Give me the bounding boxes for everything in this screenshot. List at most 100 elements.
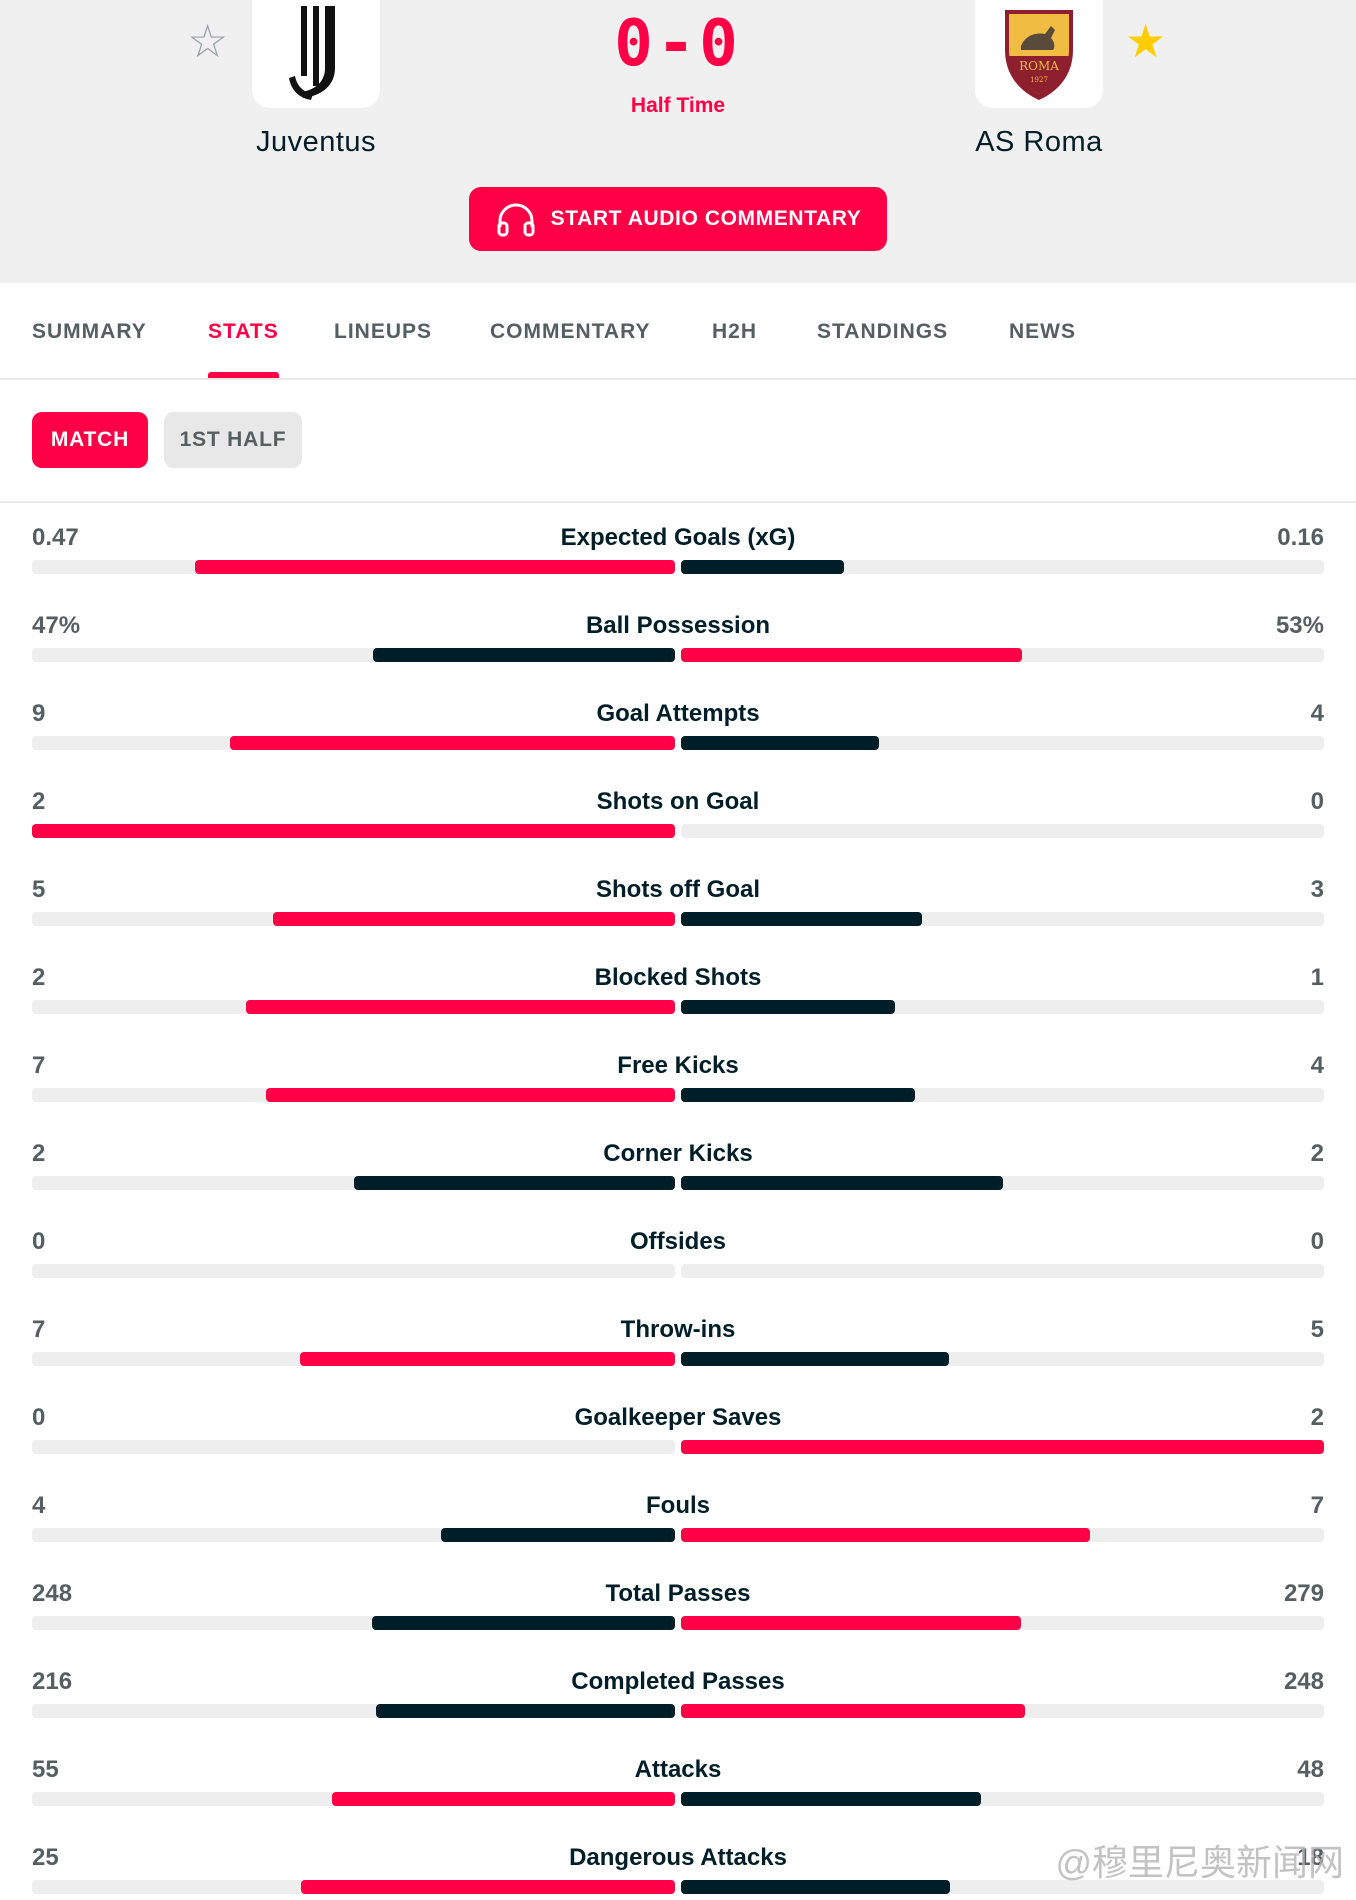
stat-home-track — [32, 1000, 675, 1014]
stat-home-bar — [229, 736, 675, 750]
stat-home-track — [32, 1352, 675, 1366]
favorite-away-star-icon[interactable]: ★ — [1125, 15, 1167, 67]
stat-away-bar — [681, 1088, 915, 1102]
stat-away-track — [681, 560, 1324, 574]
stat-home-bar — [299, 1352, 675, 1366]
tab-lineups[interactable]: LINEUPS — [334, 320, 433, 343]
stat-away-bar — [681, 648, 1022, 662]
stat-away-track — [681, 1176, 1324, 1190]
start-audio-commentary-button[interactable]: START AUDIO COMMENTARY — [469, 187, 887, 251]
stat-away-value: 1 — [1310, 964, 1324, 991]
stat-home-value: 0 — [32, 1228, 46, 1255]
stat-home-track — [32, 1880, 675, 1894]
away-team-name: AS Roma — [975, 126, 1103, 158]
stat-home-bar — [375, 1704, 675, 1718]
stat-home-track — [32, 1088, 675, 1102]
stat-away-value: 4 — [1310, 700, 1324, 727]
stat-away-track — [681, 1352, 1324, 1366]
stat-home-value: 55 — [32, 1756, 59, 1783]
stat-away-track — [681, 912, 1324, 926]
stat-row: 2 Shots on Goal 0 — [32, 769, 1324, 857]
stat-home-bar — [32, 824, 675, 838]
stat-home-bar — [246, 1000, 675, 1014]
stat-home-track — [32, 648, 675, 662]
tab-h2h[interactable]: H2H — [712, 320, 758, 343]
tab-commentary[interactable]: COMMENTARY — [490, 320, 651, 343]
stat-name: Attacks — [634, 1756, 722, 1783]
stat-away-value: 2 — [1310, 1140, 1324, 1167]
tab-summary[interactable]: SUMMARY — [32, 320, 147, 343]
tab-stats[interactable]: STATS — [208, 283, 279, 378]
subtab-match[interactable]: MATCH — [32, 412, 148, 468]
tab-standings[interactable]: STANDINGS — [817, 320, 949, 343]
stat-row: 9 Goal Attempts 4 — [32, 681, 1324, 769]
stat-row: 0 Offsides 0 — [32, 1209, 1324, 1297]
stat-away-value: 279 — [1283, 1580, 1324, 1607]
stat-away-track — [681, 1440, 1324, 1454]
juventus-logo-icon — [289, 6, 335, 100]
stat-name: Total Passes — [605, 1580, 751, 1607]
stat-name: Ball Possession — [585, 612, 771, 639]
stat-name: Goalkeeper Saves — [574, 1404, 782, 1431]
stat-home-value: 47% — [32, 612, 81, 639]
stat-home-value: 2 — [32, 788, 46, 815]
tab-news[interactable]: NEWS — [1009, 320, 1076, 343]
as-roma-crest-icon: ROMA 1927 — [1005, 10, 1073, 100]
stat-home-track — [32, 912, 675, 926]
stat-away-track — [681, 1088, 1324, 1102]
stat-away-track — [681, 1880, 1324, 1894]
stat-home-bar — [372, 1616, 675, 1630]
stat-away-bar — [681, 1704, 1025, 1718]
stat-home-value: 248 — [32, 1580, 73, 1607]
stat-home-track — [32, 1792, 675, 1806]
stats-list: 0.47 Expected Goals (xG) 0.16 47% Ball Posse… — [32, 505, 1324, 1900]
stat-away-track — [681, 824, 1324, 838]
stat-home-value: 7 — [32, 1316, 46, 1343]
stat-home-value: 9 — [32, 700, 46, 727]
home-team[interactable]: Juventus — [196, 0, 436, 159]
match-tabs: SUMMARY STATS LINEUPS COMMENTARY H2H STA… — [0, 283, 1356, 380]
stat-home-value: 5 — [32, 876, 46, 903]
match-status: Half Time — [630, 94, 726, 117]
stat-home-bar — [372, 648, 675, 662]
stat-away-bar — [681, 1528, 1091, 1542]
home-team-logo — [252, 0, 380, 108]
stat-away-value: 0 — [1310, 788, 1324, 815]
crest-year: 1927 — [1030, 76, 1048, 84]
stat-home-value: 7 — [32, 1052, 46, 1079]
stat-away-value: 5 — [1310, 1316, 1324, 1343]
stat-away-track — [681, 1792, 1324, 1806]
stat-away-value: 0 — [1310, 1228, 1324, 1255]
away-team-logo: ROMA 1927 — [975, 0, 1103, 108]
stat-home-value: 2 — [32, 964, 46, 991]
stat-home-value: 2 — [32, 1140, 46, 1167]
stat-row: 25 Dangerous Attacks 18 — [32, 1825, 1324, 1900]
headphones-icon — [497, 203, 535, 237]
watermark: @穆里尼奥新闻网 — [1055, 1842, 1344, 1883]
stat-away-track — [681, 648, 1324, 662]
stat-name: Offsides — [629, 1228, 727, 1255]
stat-home-value: 216 — [32, 1668, 73, 1695]
stat-home-bar — [441, 1528, 675, 1542]
match-header: ☆ Juventus 0-0 Half Time ROMA 1927 — [0, 0, 1356, 283]
stat-row: 216 Completed Passes 248 — [32, 1649, 1324, 1737]
stat-name: Shots off Goal — [596, 876, 760, 903]
stat-name: Blocked Shots — [594, 964, 762, 991]
period-filter: MATCH 1ST HALF — [0, 380, 1356, 503]
home-team-name: Juventus — [255, 126, 377, 158]
subtab-1st-half[interactable]: 1ST HALF — [164, 412, 302, 468]
stat-home-track — [32, 1704, 675, 1718]
stat-away-value: 2 — [1310, 1404, 1324, 1431]
stat-away-track — [681, 1264, 1324, 1278]
stat-home-bar — [195, 560, 675, 574]
stat-away-value: 53% — [1275, 612, 1324, 639]
favorite-home-star-icon[interactable]: ☆ — [187, 15, 229, 67]
stat-home-value: 4 — [32, 1492, 46, 1519]
stat-home-track — [32, 736, 675, 750]
stat-away-bar — [681, 912, 923, 926]
stat-row: 2 Blocked Shots 1 — [32, 945, 1324, 1033]
stat-away-track — [681, 1000, 1324, 1014]
stat-away-bar — [681, 1880, 951, 1894]
stat-away-value: 0.16 — [1277, 524, 1324, 551]
away-team[interactable]: ROMA 1927 AS Roma — [919, 0, 1159, 159]
